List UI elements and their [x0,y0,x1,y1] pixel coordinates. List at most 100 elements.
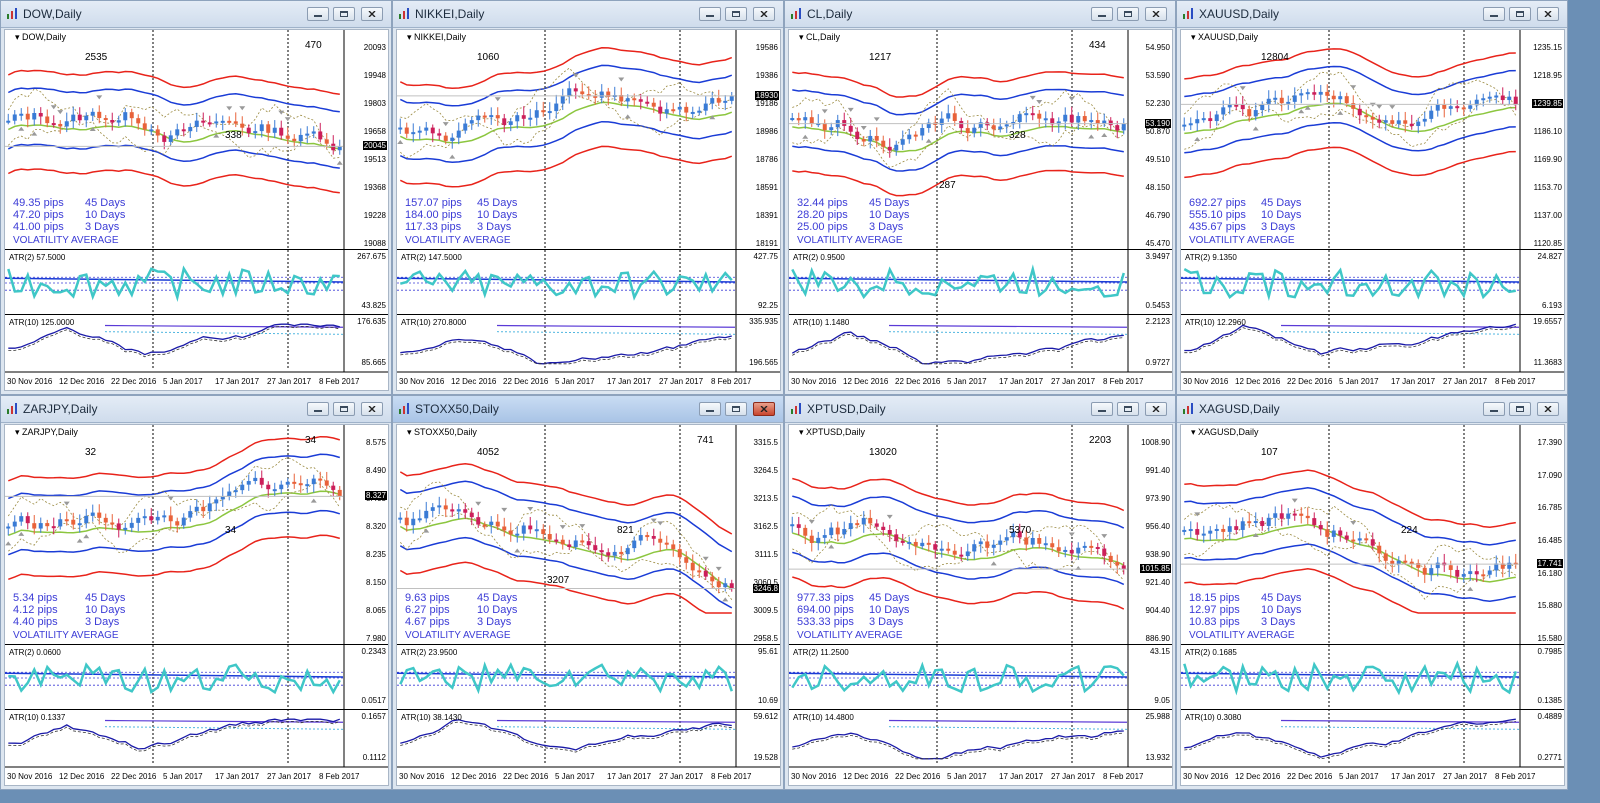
maximize-button[interactable] [1509,402,1531,416]
maximize-button[interactable] [1117,7,1139,21]
date-label: 27 Jan 2017 [1443,772,1488,781]
minimize-button[interactable] [307,7,329,21]
volatility-pips: 157.07 pips [405,197,462,209]
volatility-period: 10 Days [85,604,126,616]
atr2-tick-label: 6.193 [1541,301,1562,310]
close-button[interactable] [361,402,383,416]
candle [926,122,931,129]
window-titlebar[interactable]: ZARJPY,Daily [1,396,391,423]
atr10-label: ATR(10) 0.3080 [1185,713,1242,722]
chart-window-nikkei[interactable]: NIKKEI,Daily ▾ NIKKEI,Daily 19586 19386 191… [392,0,784,395]
chart-window-cl[interactable]: CL,Daily ▾ CL,Daily 54.950 53.590 52.230 50.… [784,0,1176,395]
chart-window-xagusd[interactable]: XAGUSD,Daily ▾ XAGUSD,Daily 17.390 17.090 1… [1176,395,1568,790]
candle [1396,120,1401,124]
chart-area[interactable]: ▾ DOW,Daily 20093 19948 19803 19658 19513 1936… [4,29,389,391]
symbol-label: ▾ DOW,Daily [15,32,67,42]
candle [842,120,847,126]
candle [1481,574,1486,577]
minimize-button[interactable] [1483,402,1505,416]
volatility-row: 32.44 pips 45 Days [797,197,939,209]
atr10-tick-label: 0.1657 [361,712,386,721]
maximize-button[interactable] [1117,402,1139,416]
price-tick-label: 991.40 [1145,466,1170,475]
candle [1403,120,1408,124]
close-button[interactable] [1537,402,1559,416]
chart-window-dow[interactable]: DOW,Daily ▾ DOW,Daily 20093 19948 19803 1965… [0,0,392,395]
volatility-pips: 4.40 pips [13,616,58,628]
candle [710,98,715,104]
chart-area[interactable]: ▾ NIKKEI,Daily 19586 19386 19186 18986 18786 1… [396,29,781,391]
candle [324,139,329,144]
candle [972,544,977,552]
fractal-arrow-icon [1194,136,1201,141]
price-tick-label: 19803 [363,99,386,108]
volatility-row: 49.35 pips 45 Days [13,197,155,209]
fractal-arrow-icon [847,107,854,112]
candle [136,118,141,124]
window-titlebar[interactable]: NIKKEI,Daily [393,1,783,28]
chart-area[interactable]: ▾ ZARJPY,Daily8.5758.4908.4058.3208.2358… [4,424,389,786]
chart-window-zarjpy[interactable]: ZARJPY,Daily ▾ ZARJPY,Daily8.5758.4908.4… [0,395,392,790]
window-titlebar[interactable]: DOW,Daily [1,1,391,28]
close-button[interactable] [1537,7,1559,21]
atr-average-line [1181,277,1520,283]
date-label: 22 Dec 2016 [503,772,549,781]
maximize-button[interactable] [333,402,355,416]
close-button[interactable] [1145,7,1167,21]
window-titlebar[interactable]: CL,Daily [785,1,1175,28]
candle [894,144,899,151]
window-titlebar[interactable]: XAGUSD,Daily [1177,396,1567,423]
volatility-period: 3 Days [85,616,120,628]
close-button[interactable] [753,7,775,21]
atr10-tick-label: 13.932 [1145,753,1170,762]
candle [1260,521,1265,526]
close-button[interactable] [361,7,383,21]
close-button[interactable] [753,402,775,416]
envelope-lower [8,117,340,159]
minimize-button[interactable] [1483,7,1505,21]
candle [1214,528,1219,531]
fractal-arrow-icon [397,139,404,144]
atr2-line [791,264,1125,300]
candle [887,529,892,535]
candle [1208,530,1213,534]
candle [162,515,167,518]
atr2-tick-label: 0.7985 [1537,647,1562,656]
minimize-button[interactable] [699,7,721,21]
candle [1037,113,1042,119]
maximize-button[interactable] [725,7,747,21]
maximize-button[interactable] [1509,7,1531,21]
minimize-button[interactable] [1091,7,1113,21]
candle [573,88,578,92]
chart-window-xptusd[interactable]: XPTUSD,Daily ▾ XPTUSD,Daily 1008.90 991.40… [784,395,1176,790]
window-titlebar[interactable]: XPTUSD,Daily [785,396,1175,423]
swing-label: 338 [225,130,242,141]
chart-area[interactable]: ▾ XAGUSD,Daily 17.390 17.090 16.785 16.485 16… [1180,424,1565,786]
maximize-button[interactable] [725,402,747,416]
candle [829,127,834,131]
minimize-button[interactable] [1091,402,1113,416]
fractal-arrow-icon [1350,521,1357,526]
window-titlebar[interactable]: STOXX50,Daily [393,396,783,423]
chart-area[interactable]: ▾ XAUUSD,Daily1235.151218.951202.301186.… [1180,29,1565,391]
minimize-button[interactable] [699,402,721,416]
candle [1292,513,1297,516]
minimize-button[interactable] [307,402,329,416]
fractal-arrow-icon [310,498,317,503]
chart-window-xauusd[interactable]: XAUUSD,Daily ▾ XAUUSD,Daily 1235.15 1218.9… [1176,0,1568,395]
candle [1435,104,1440,111]
atr2-tick-label: 3.9497 [1145,252,1170,261]
atr10-tick-label: 19.528 [753,753,778,762]
chart-area[interactable]: ▾ STOXX50,Daily 3315.5 3264.5 3213.5 3162.5 3… [396,424,781,786]
chart-area[interactable]: ▾ XPTUSD,Daily 1008.90 991.40 973.90 956.40 9… [788,424,1173,786]
current-price-badge: 18930 [754,90,779,100]
chart-window-stoxx50[interactable]: STOXX50,Daily ▾ STOXX50,Daily 3315.5 3264.… [392,395,784,790]
fractal-arrow-icon [1376,104,1383,109]
price-tick-label: 904.40 [1145,606,1170,615]
chart-area[interactable]: ▾ CL,Daily 54.950 53.590 52.230 50.870 49.510… [788,29,1173,391]
chart-icon [7,8,17,19]
maximize-button[interactable] [333,7,355,21]
candle [998,540,1003,545]
window-titlebar[interactable]: XAUUSD,Daily [1177,1,1567,28]
close-button[interactable] [1145,402,1167,416]
